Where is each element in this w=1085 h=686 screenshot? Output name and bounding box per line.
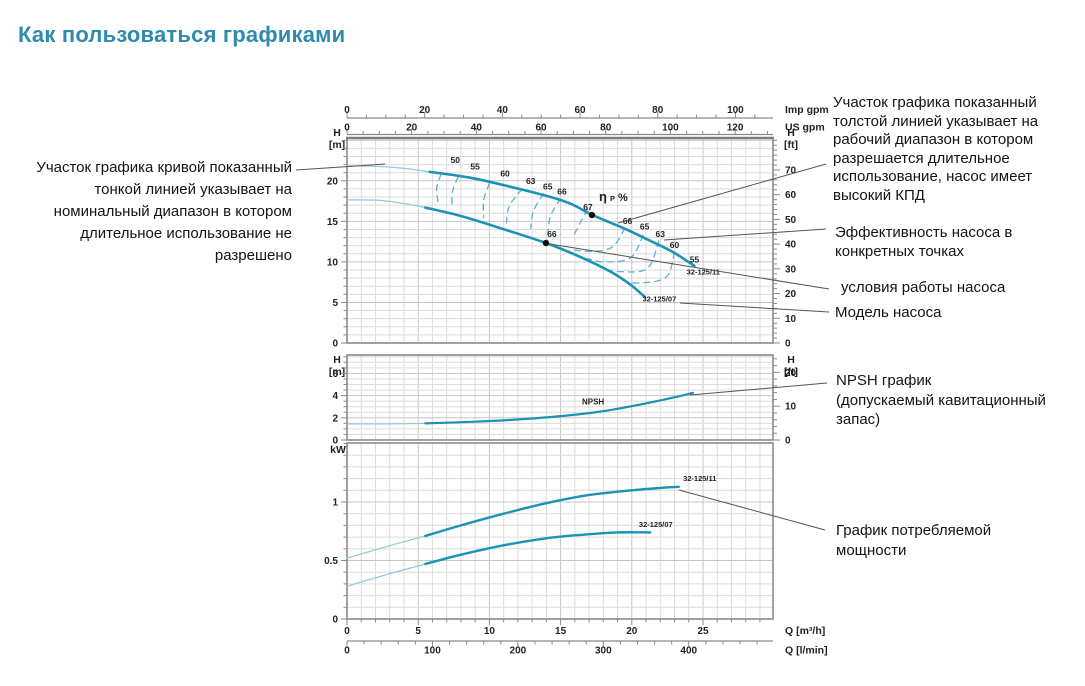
svg-text:400: 400: [680, 646, 697, 657]
svg-text:10: 10: [785, 314, 797, 325]
svg-text:0: 0: [785, 339, 791, 350]
svg-text:0: 0: [344, 626, 350, 637]
svg-text:40: 40: [497, 105, 509, 116]
svg-text:Q [m³/h]: Q [m³/h]: [785, 625, 825, 637]
svg-text:40: 40: [471, 123, 483, 134]
svg-text:15: 15: [555, 626, 567, 637]
svg-text:20: 20: [327, 176, 339, 187]
svg-text:200: 200: [510, 646, 527, 657]
page-title: Как пользоваться графиками: [18, 22, 346, 47]
svg-text:Imp gpm: Imp gpm: [785, 104, 829, 116]
svg-text:0: 0: [785, 436, 791, 447]
svg-text:20: 20: [406, 123, 418, 134]
annotation-npsh: NPSH график (допускаемый кавитационный з…: [836, 372, 1046, 428]
annotation-thick-line: Участок графика показанный толстой линие…: [833, 94, 1039, 204]
svg-text:100: 100: [727, 105, 744, 116]
annotation-thin-line: Участок графика кривой показанный тонкой…: [36, 159, 292, 264]
svg-text:32-125/11: 32-125/11: [687, 267, 720, 276]
svg-text:20: 20: [785, 289, 797, 300]
svg-text:6: 6: [332, 369, 338, 380]
svg-text:[m]: [m]: [329, 366, 345, 378]
svg-text:80: 80: [600, 123, 612, 134]
svg-text:[ft]: [ft]: [784, 366, 798, 378]
svg-text:55: 55: [690, 255, 700, 265]
svg-text:1: 1: [332, 498, 338, 509]
svg-text:65: 65: [640, 221, 650, 231]
svg-text:67: 67: [583, 202, 593, 212]
svg-text:5: 5: [332, 298, 338, 309]
svg-text:32-125/07: 32-125/07: [639, 520, 673, 529]
svg-text:NPSH: NPSH: [582, 397, 604, 406]
svg-text:50: 50: [450, 155, 460, 165]
svg-text:US gpm: US gpm: [785, 122, 825, 134]
svg-text:H: H: [333, 354, 341, 366]
svg-text:55: 55: [470, 161, 480, 171]
svg-text:70: 70: [785, 165, 797, 176]
svg-text:10: 10: [327, 257, 339, 268]
svg-text:H: H: [787, 127, 795, 139]
svg-text:20: 20: [785, 368, 797, 379]
svg-text:0: 0: [332, 615, 338, 626]
svg-text:0.5: 0.5: [324, 556, 338, 567]
svg-text:ηP%: η P%: [599, 189, 628, 204]
svg-text:100: 100: [424, 646, 441, 657]
svg-text:15: 15: [327, 217, 339, 228]
annotation-model: Модель насоса: [835, 304, 942, 321]
svg-text:0: 0: [344, 123, 350, 134]
svg-text:H: H: [333, 127, 341, 139]
svg-text:40: 40: [785, 240, 797, 251]
svg-text:20: 20: [626, 626, 638, 637]
svg-text:60: 60: [535, 123, 547, 134]
svg-text:63: 63: [656, 229, 666, 239]
svg-text:100: 100: [662, 123, 679, 134]
svg-text:60: 60: [574, 105, 586, 116]
svg-text:66: 66: [557, 187, 567, 197]
svg-text:60: 60: [670, 240, 680, 250]
svg-text:10: 10: [484, 626, 496, 637]
svg-text:80: 80: [652, 105, 664, 116]
svg-text:2: 2: [332, 413, 338, 424]
svg-text:4: 4: [332, 391, 338, 402]
svg-text:0: 0: [344, 646, 350, 657]
svg-text:32-125/07: 32-125/07: [642, 295, 676, 304]
svg-text:66: 66: [623, 216, 633, 226]
svg-text:120: 120: [727, 123, 744, 134]
svg-text:50: 50: [785, 215, 797, 226]
svg-text:63: 63: [526, 176, 536, 186]
annotation-conditions: условия работы насоса: [841, 279, 1006, 296]
svg-text:[ft]: [ft]: [784, 139, 798, 151]
svg-text:65: 65: [543, 182, 553, 192]
svg-text:32-125/11: 32-125/11: [683, 474, 716, 483]
svg-text:kW: kW: [330, 444, 346, 456]
svg-text:66: 66: [547, 229, 557, 239]
svg-text:5: 5: [415, 626, 421, 637]
svg-text:[m]: [m]: [329, 139, 345, 151]
svg-text:H: H: [787, 354, 795, 366]
svg-text:0: 0: [332, 339, 338, 350]
svg-text:0: 0: [344, 105, 350, 116]
svg-text:10: 10: [785, 402, 797, 413]
svg-text:20: 20: [419, 105, 431, 116]
svg-text:300: 300: [595, 646, 612, 657]
svg-text:30: 30: [785, 264, 797, 275]
svg-text:Q [l/min]: Q [l/min]: [785, 645, 828, 657]
annotation-power: График потребляемой мощности: [836, 522, 992, 559]
svg-text:0: 0: [332, 436, 338, 447]
annotation-efficiency: Эффективность насоса в конкретных точках: [835, 224, 1013, 260]
svg-text:25: 25: [697, 626, 709, 637]
svg-text:60: 60: [500, 169, 510, 179]
svg-text:60: 60: [785, 190, 797, 201]
